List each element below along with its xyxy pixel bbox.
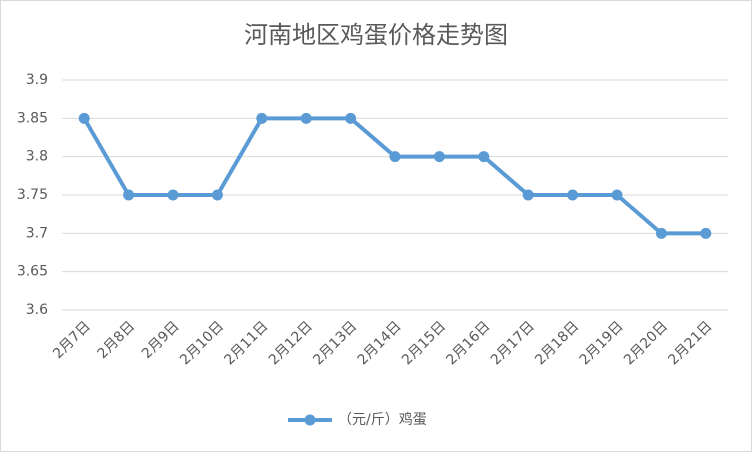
y-tick-label: 3.9 [26,72,48,88]
y-tick-label: 3.85 [17,110,48,126]
marker [123,189,135,201]
marker [211,189,223,201]
marker [256,112,268,124]
marker [567,189,579,201]
marker [345,112,357,124]
y-tick-label: 3.65 [17,264,48,280]
legend-marker [304,414,316,426]
marker [478,151,490,163]
legend-label: （元/斤）鸡蛋 [338,411,427,428]
marker [655,227,667,239]
marker [389,151,401,163]
marker [700,227,712,239]
marker [522,189,534,201]
marker [433,151,445,163]
marker [167,189,179,201]
y-tick-label: 3.8 [26,149,48,165]
marker [300,112,312,124]
y-tick-label: 3.6 [26,302,48,318]
chart-title: 河南地区鸡蛋价格走势图 [244,21,508,49]
marker [78,112,90,124]
marker [611,189,623,201]
y-tick-label: 3.7 [26,225,48,241]
y-tick-label: 3.75 [17,187,48,203]
